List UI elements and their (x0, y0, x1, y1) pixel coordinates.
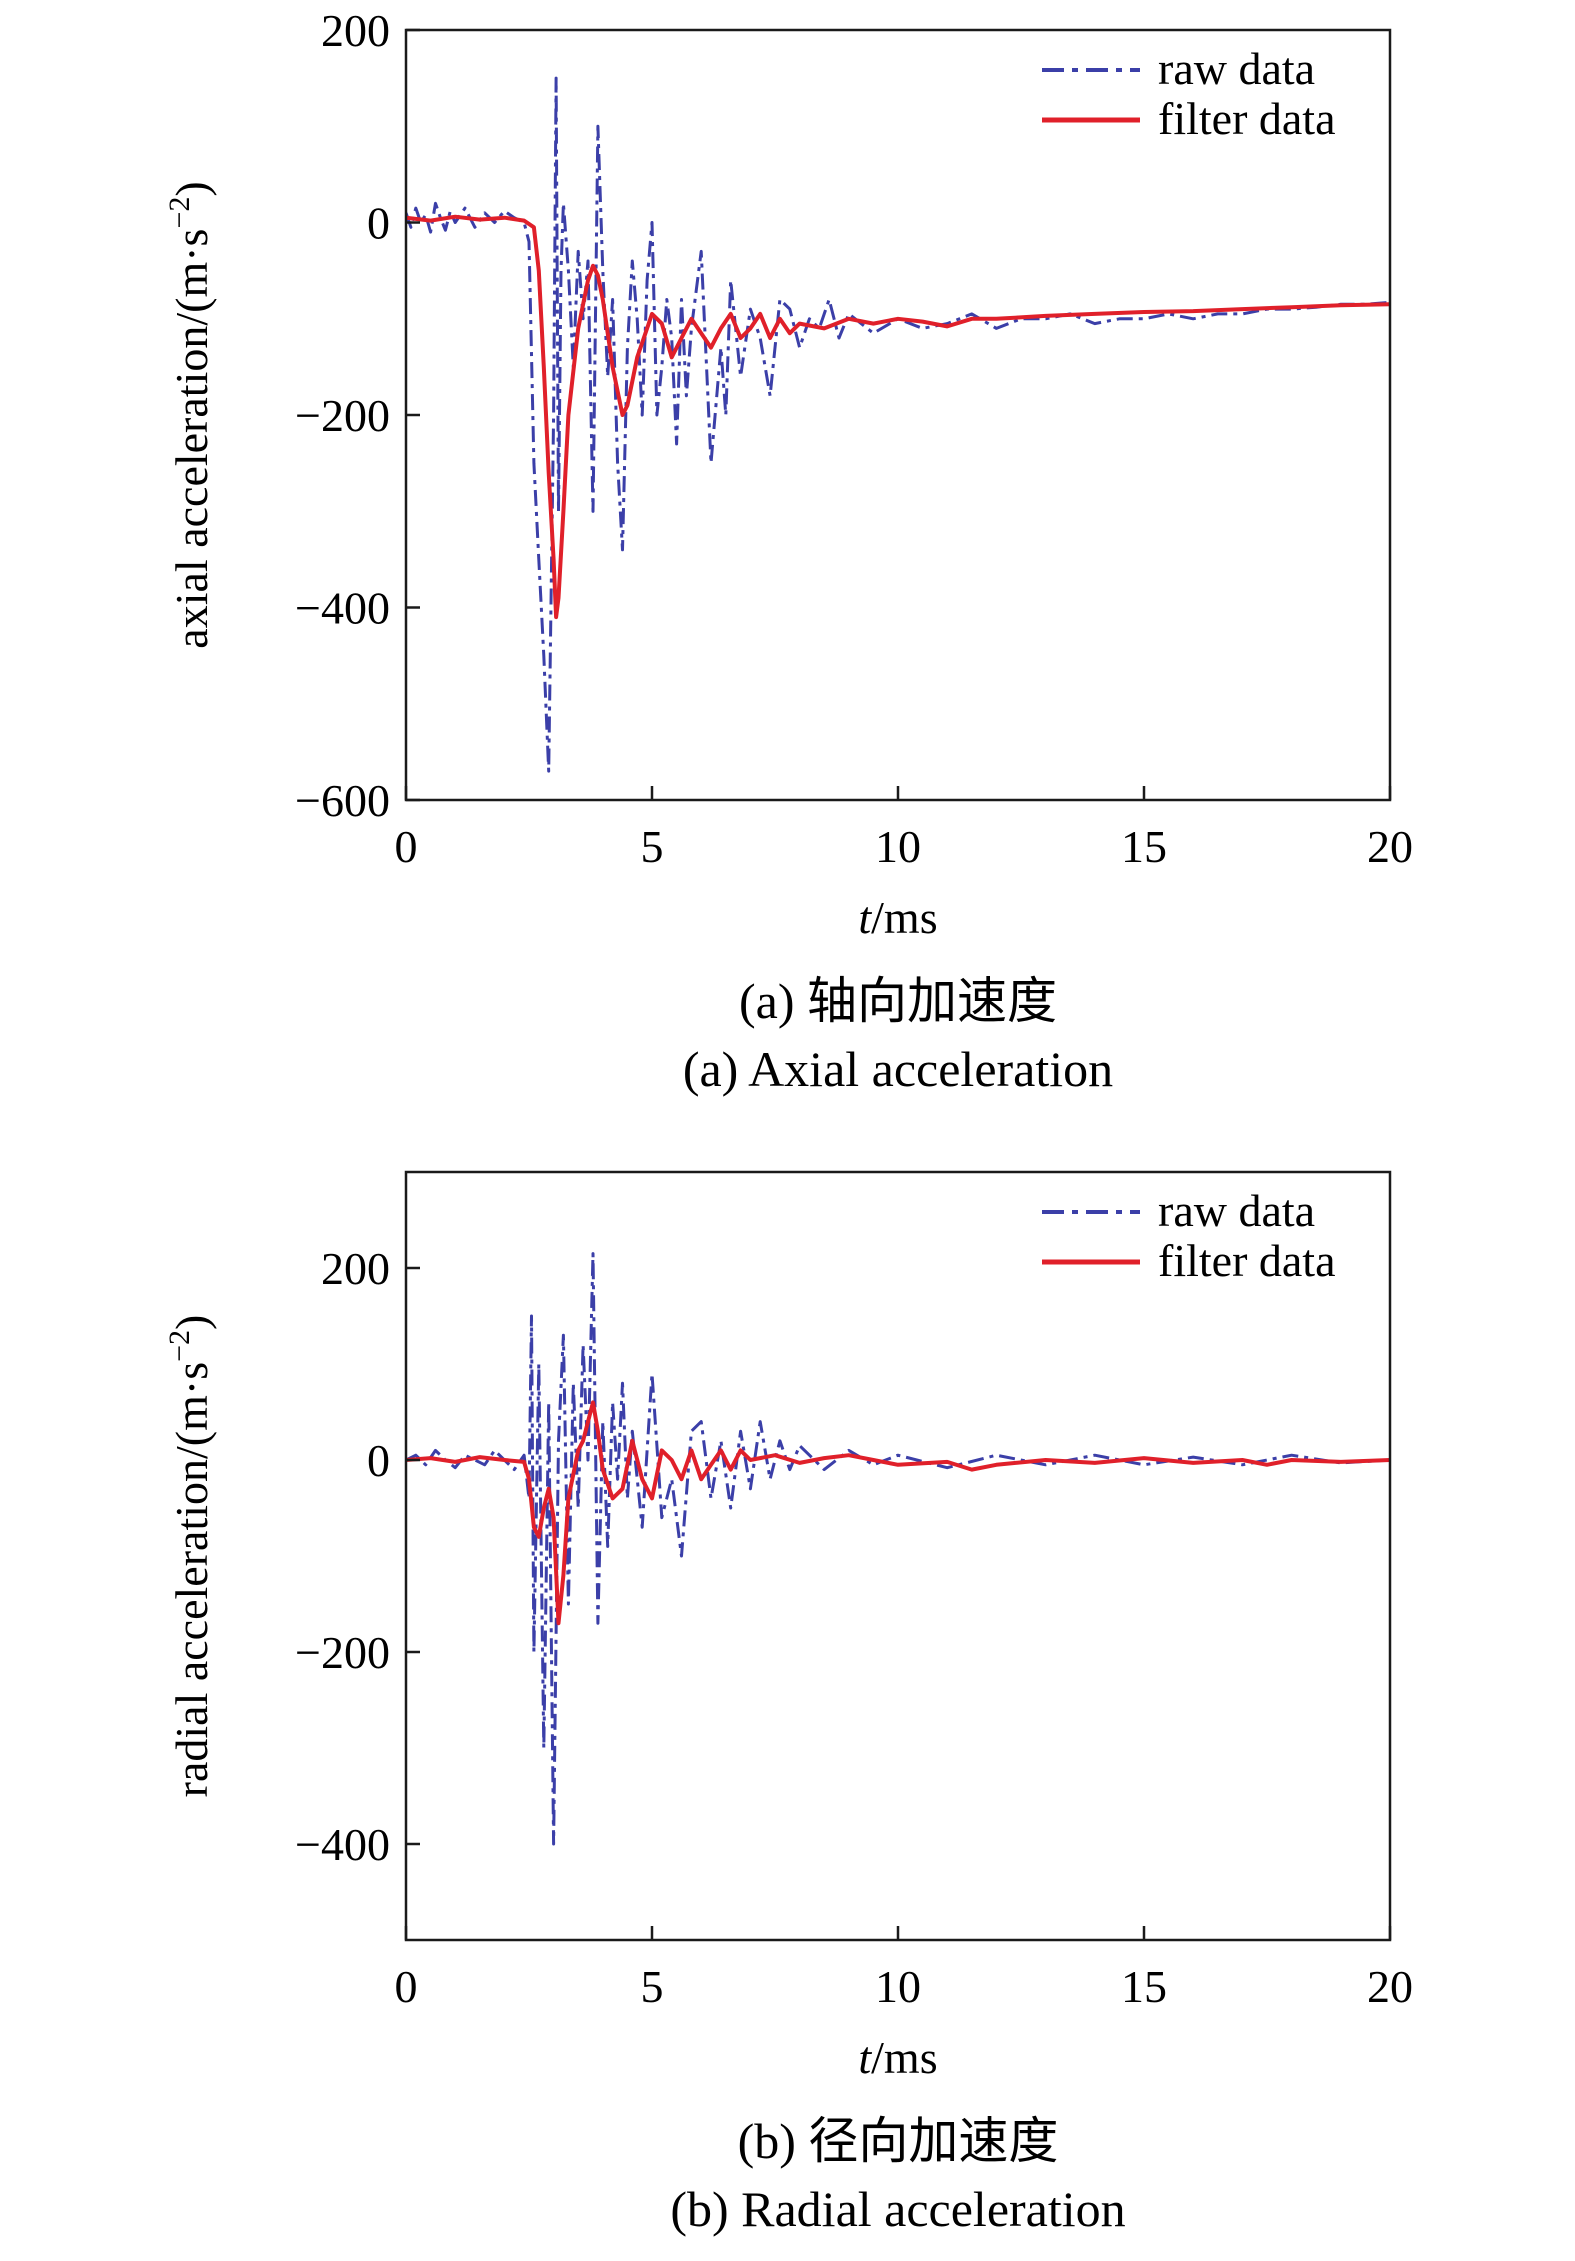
chart-a-y-tick-label: −400 (295, 583, 390, 634)
chart-a-caption-en: (a) Axial acceleration (683, 1041, 1113, 1097)
chart-b-y-tick-label: 200 (321, 1243, 390, 1294)
chart-b-legend-label: filter data (1158, 1235, 1336, 1286)
chart-a-y-tick-label: 0 (367, 198, 390, 249)
chart-b-legend-label: raw data (1158, 1185, 1315, 1236)
chart-b-series-raw-data (406, 1252, 1390, 1846)
chart-b-x-axis-label: t/ms (858, 2032, 937, 2083)
chart-b-caption-cn: (b) 径向加速度 (738, 2113, 1059, 2169)
chart-a-y-tick-label: 200 (321, 5, 390, 56)
chart-a-caption-cn: (a) 轴向加速度 (739, 973, 1057, 1029)
chart-b-series-filter-data (406, 1400, 1390, 1626)
chart-b-x-tick-label: 20 (1367, 1961, 1413, 2012)
chart-b-y-tick-label: 0 (367, 1435, 390, 1486)
chart-a-x-tick-label: 20 (1367, 821, 1413, 872)
chart-b-y-axis-label: radial acceleration/(m·s−2) (163, 1315, 217, 1798)
chart-a-y-axis-label: axial acceleration/(m·s−2) (163, 181, 217, 648)
chart-a-y-tick-label: −600 (295, 775, 390, 826)
chart-a-x-axis-label: t/ms (858, 892, 937, 943)
chart-a-plot-frame (404, 28, 1392, 802)
chart-b-y-tick-label: −200 (295, 1627, 390, 1678)
chart-a-legend-label: raw data (1158, 43, 1315, 94)
chart-b-y-tick-label: −400 (295, 1819, 390, 1870)
chart-a-x-tick-label: 15 (1121, 821, 1167, 872)
chart-a-series-raw-data (406, 76, 1390, 773)
chart-b: 0 5 10 15 20 −400 −200 0 200 t/ms radial accelerat… (163, 1170, 1413, 2237)
chart-b-x-tick-label: 0 (395, 1961, 418, 2012)
chart-a: 0 5 10 15 20 −600 −400 −200 0 200 t/ms axial accele… (163, 5, 1413, 1097)
chart-a-x-tick-label: 0 (395, 821, 418, 872)
chart-b-x-tick-label: 10 (875, 1961, 921, 2012)
chart-a-x-tick-label: 5 (641, 821, 664, 872)
chart-a-series-filter-data (406, 214, 1390, 620)
chart-b-x-tick-label: 5 (641, 1961, 664, 2012)
chart-a-x-tick-label: 10 (875, 821, 921, 872)
chart-b-caption-en: (b) Radial acceleration (670, 2181, 1125, 2237)
chart-a-legend-label: filter data (1158, 93, 1336, 144)
chart-a-y-tick-label: −200 (295, 390, 390, 441)
chart-b-x-tick-label: 15 (1121, 1961, 1167, 2012)
